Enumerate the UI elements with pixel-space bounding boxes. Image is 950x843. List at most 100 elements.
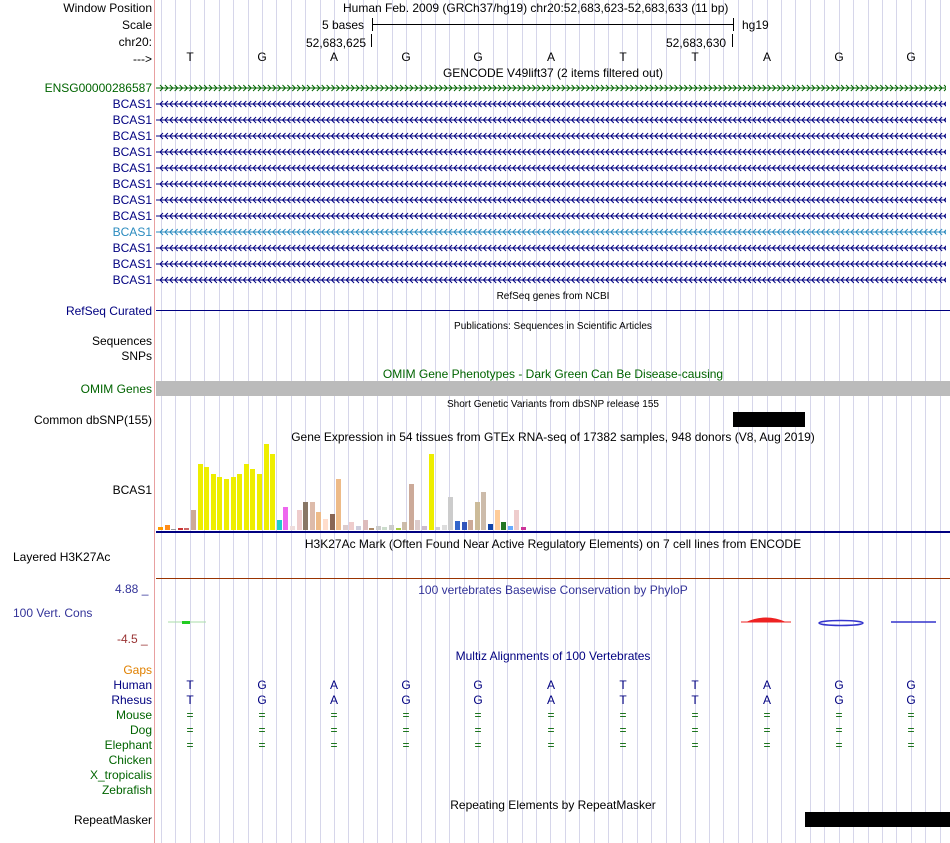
gtex-tissue-bar[interactable] (309, 502, 315, 530)
gencode-item-label[interactable]: BCAS1 (112, 273, 152, 287)
gtex-tissue-bar[interactable] (455, 521, 460, 530)
gtex-tissue-bar[interactable] (243, 464, 249, 530)
gtex-tissue-bar[interactable] (382, 527, 388, 530)
gencode-transcript[interactable] (156, 178, 946, 190)
h3k27ac-track-title[interactable]: H3K27Ac Mark (Often Found Near Active Re… (304, 537, 802, 551)
gencode-transcript[interactable] (156, 98, 946, 110)
gtex-tissue-bar[interactable] (356, 526, 361, 530)
gtex-tissue-bar[interactable] (342, 525, 348, 530)
gtex-tissue-bar[interactable] (448, 497, 454, 530)
omim-track-title[interactable]: OMIM Gene Phenotypes - Dark Green Can Be… (382, 367, 724, 381)
gencode-item-label[interactable]: BCAS1 (112, 177, 152, 191)
gencode-item-label[interactable]: BCAS1 (112, 225, 152, 239)
gtex-tissue-bar[interactable] (257, 474, 262, 530)
gencode-item-label[interactable]: BCAS1 (112, 113, 152, 127)
gencode-transcript[interactable] (156, 162, 946, 174)
gencode-transcript[interactable] (156, 258, 946, 270)
phylop-label[interactable]: 100 Vert. Cons (13, 606, 93, 620)
omim-label[interactable]: OMIM Genes (80, 382, 152, 396)
refseq-feature-line[interactable] (156, 310, 950, 311)
gencode-transcript[interactable] (156, 130, 946, 142)
gencode-item-label[interactable]: BCAS1 (112, 241, 152, 255)
gencode-transcript[interactable] (156, 226, 946, 238)
gtex-tissue-bar[interactable] (501, 522, 507, 530)
gtex-tissue-bar[interactable] (362, 520, 368, 530)
gencode-transcript[interactable] (156, 194, 946, 206)
gtex-tissue-bar[interactable] (336, 479, 342, 530)
gtex-tissue-bar[interactable] (250, 469, 256, 530)
gtex-tissue-bar[interactable] (230, 477, 236, 530)
refseq-track-title[interactable]: RefSeq genes from NCBI (496, 291, 610, 302)
gtex-tissue-bar[interactable] (191, 510, 196, 530)
gtex-tissue-bar[interactable] (415, 520, 421, 530)
gencode-item-label[interactable]: ENSG00000286587 (44, 81, 152, 95)
gtex-tissue-bar[interactable] (422, 526, 427, 530)
gtex-tissue-bar[interactable] (296, 510, 302, 530)
species-label[interactable]: Elephant (104, 738, 152, 752)
gtex-tissue-bar[interactable] (408, 484, 414, 530)
gtex-tissue-bar[interactable] (395, 528, 401, 530)
gencode-item-label[interactable]: BCAS1 (112, 193, 152, 207)
gtex-tissue-bar[interactable] (316, 512, 322, 530)
gtex-tissue-bar[interactable] (329, 514, 335, 530)
multiz-track-title[interactable]: Multiz Alignments of 100 Vertebrates (455, 649, 651, 663)
gtex-tissue-bar[interactable] (164, 525, 170, 530)
gtex-tissue-bar[interactable] (184, 528, 190, 530)
gencode-item-label[interactable]: BCAS1 (112, 209, 152, 223)
gencode-item-label[interactable]: BCAS1 (112, 161, 152, 175)
species-label[interactable]: Mouse (115, 708, 152, 722)
gtex-label[interactable]: BCAS1 (112, 483, 152, 497)
gencode-item-label[interactable]: BCAS1 (112, 97, 152, 111)
dbsnp-variant-block[interactable] (733, 412, 805, 427)
gtex-tissue-bar[interactable] (375, 526, 381, 530)
gaps-label[interactable]: Gaps (123, 663, 152, 677)
publications-track-title[interactable]: Publications: Sequences in Scientific Ar… (454, 321, 652, 332)
species-label[interactable]: Human (113, 678, 152, 692)
dbsnp-label[interactable]: Common dbSNP(155) (33, 413, 152, 427)
gtex-track-title[interactable]: Gene Expression in 54 tissues from GTEx … (291, 430, 815, 444)
species-label[interactable]: Dog (129, 723, 152, 737)
gencode-track-title[interactable]: GENCODE V49lift37 (2 items filtered out) (442, 66, 664, 80)
snps-label[interactable]: SNPs (121, 349, 152, 363)
gtex-tissue-bar[interactable] (303, 502, 309, 530)
gencode-item-label[interactable]: BCAS1 (112, 129, 152, 143)
species-label[interactable]: Zebrafish (101, 783, 152, 797)
gtex-tissue-bar[interactable] (349, 522, 355, 530)
gtex-tissue-bar[interactable] (263, 444, 269, 530)
gtex-tissue-bar[interactable] (197, 464, 203, 530)
gtex-tissue-bar[interactable] (237, 474, 243, 530)
gtex-tissue-bar[interactable] (177, 528, 183, 530)
gtex-tissue-bar[interactable] (488, 524, 493, 530)
gtex-tissue-bar[interactable] (461, 522, 467, 530)
gtex-tissue-bar[interactable] (435, 527, 441, 530)
repeatmasker-element[interactable] (805, 812, 950, 827)
gtex-tissue-bar[interactable] (217, 477, 223, 530)
gencode-transcript[interactable] (156, 274, 946, 286)
gencode-transcript[interactable] (156, 114, 946, 126)
gtex-tissue-bar[interactable] (290, 526, 295, 530)
gtex-tissue-bar[interactable] (171, 529, 177, 530)
species-label[interactable]: Chicken (108, 753, 152, 767)
gtex-tissue-bar[interactable] (224, 479, 229, 530)
gtex-tissue-bar[interactable] (494, 510, 500, 530)
gtex-tissue-bar[interactable] (402, 522, 408, 530)
gtex-tissue-bar[interactable] (389, 525, 394, 530)
gencode-item-label[interactable]: BCAS1 (112, 257, 152, 271)
dbsnp-track-title[interactable]: Short Genetic Variants from dbSNP releas… (447, 399, 659, 410)
gencode-item-label[interactable]: BCAS1 (112, 145, 152, 159)
gtex-tissue-bar[interactable] (283, 507, 289, 530)
gtex-tissue-bar[interactable] (428, 454, 434, 530)
phylop-track-title[interactable]: 100 vertebrates Basewise Conservation by… (418, 583, 688, 597)
gencode-transcript[interactable] (156, 82, 946, 94)
gtex-tissue-bar[interactable] (441, 525, 447, 530)
phylop-plot[interactable] (156, 612, 950, 632)
gtex-tissue-bar[interactable] (507, 526, 513, 530)
sequences-label[interactable]: Sequences (91, 334, 152, 348)
gtex-tissue-bar[interactable] (369, 528, 375, 530)
gtex-tissue-bar[interactable] (204, 467, 210, 530)
gtex-tissue-bar[interactable] (158, 527, 163, 530)
gencode-transcript[interactable] (156, 146, 946, 158)
gtex-tissue-bar[interactable] (276, 520, 282, 530)
gtex-tissue-bar[interactable] (514, 510, 520, 530)
gtex-tissue-bar[interactable] (521, 527, 526, 530)
